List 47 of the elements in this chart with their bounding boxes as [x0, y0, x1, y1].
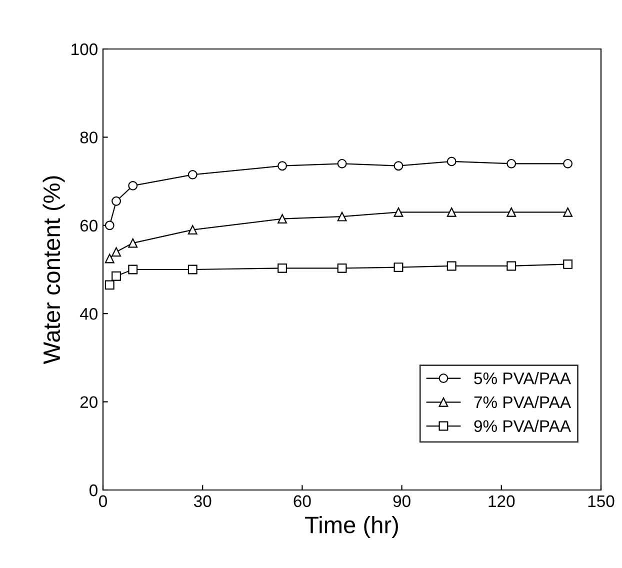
- x-axis-title: Time (hr): [305, 516, 398, 538]
- point: [112, 271, 121, 281]
- point: [104, 254, 114, 264]
- x-tick-label: 0: [99, 495, 107, 508]
- x-tick-label: 30: [194, 495, 212, 508]
- point: [188, 264, 198, 274]
- y-tick-label: 40: [80, 308, 98, 320]
- point: [337, 263, 347, 273]
- point: [104, 280, 114, 290]
- point: [278, 161, 287, 171]
- point: [128, 180, 138, 190]
- point: [278, 263, 287, 273]
- point: [506, 158, 516, 168]
- y-tick-label: 80: [80, 132, 98, 144]
- legend-label: 5% PVA/PAA: [474, 372, 572, 384]
- point: [506, 207, 516, 217]
- point: [337, 212, 347, 222]
- point: [128, 264, 138, 274]
- y-tick-label: 20: [80, 396, 98, 408]
- point: [128, 238, 138, 248]
- point: [112, 247, 121, 257]
- x-tick-label: 120: [488, 495, 515, 508]
- point: [337, 158, 347, 168]
- point: [563, 207, 573, 217]
- y-tick-label: 60: [80, 220, 98, 232]
- y-axis-title: Water content (%): [42, 176, 65, 364]
- y-tick-label: 100: [72, 43, 98, 56]
- point: [394, 161, 404, 171]
- point: [188, 170, 198, 180]
- legend-label: 9% PVA/PAA: [474, 420, 572, 432]
- point: [563, 259, 573, 269]
- point: [188, 225, 198, 235]
- point: [506, 261, 516, 271]
- point: [446, 207, 456, 217]
- legend-label: 7% PVA/PAA: [474, 396, 572, 408]
- point: [446, 156, 456, 166]
- point: [394, 262, 404, 272]
- x-tick-label: 90: [393, 495, 410, 508]
- x-tick-label: 150: [588, 495, 614, 508]
- point: [394, 207, 404, 217]
- point: [112, 196, 121, 206]
- point: [278, 214, 287, 224]
- point: [104, 220, 114, 230]
- y-tick-label: 0: [90, 484, 98, 496]
- x-tick-label: 60: [294, 495, 311, 508]
- point: [563, 158, 573, 168]
- point: [446, 261, 456, 271]
